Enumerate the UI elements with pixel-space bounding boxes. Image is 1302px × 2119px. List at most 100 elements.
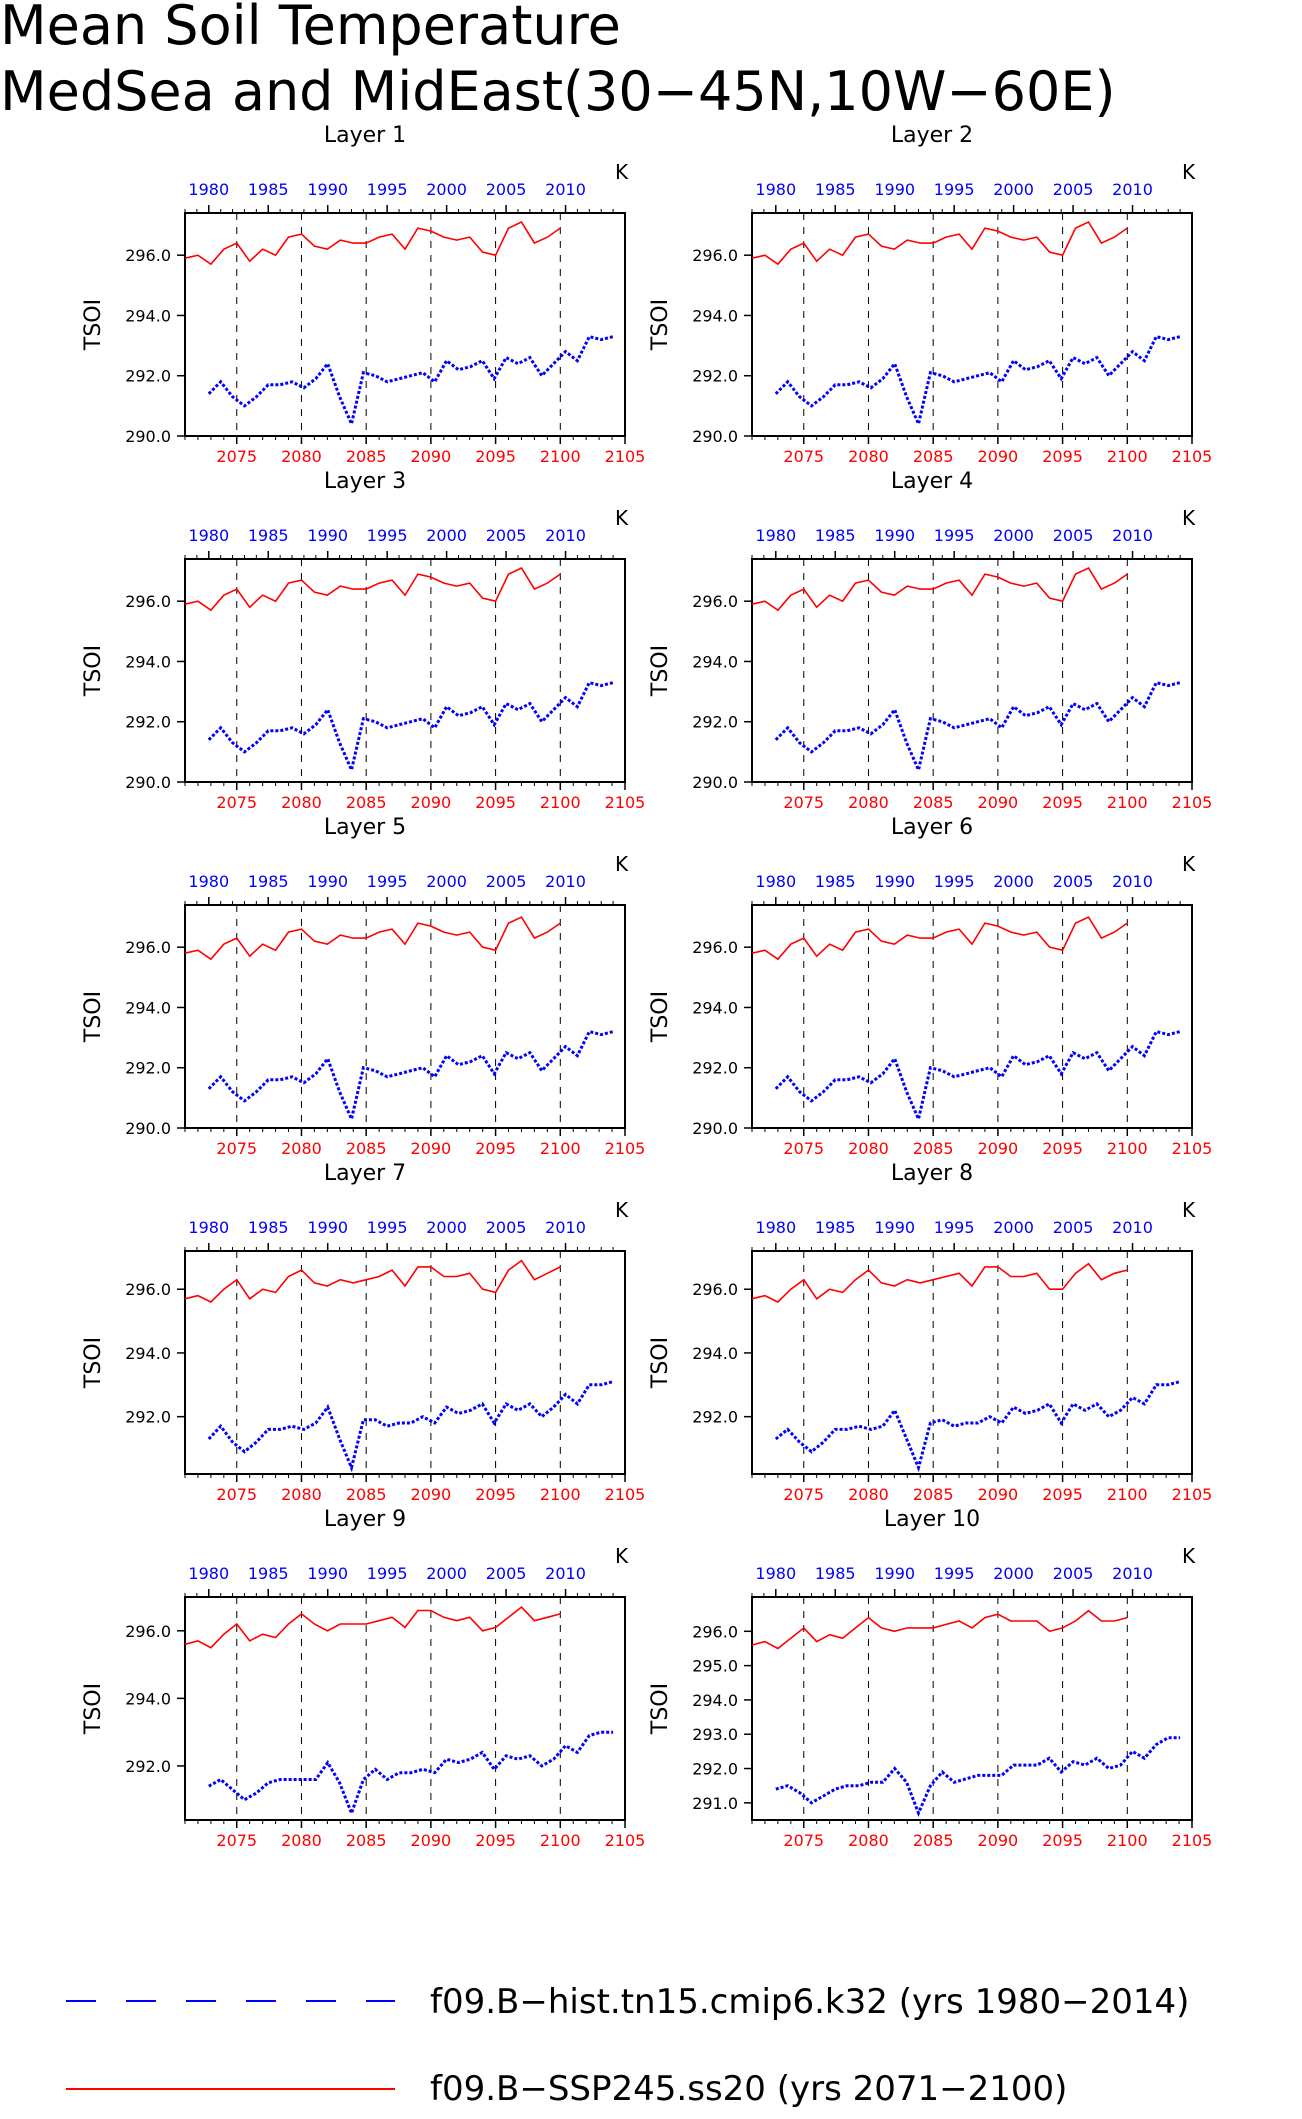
bottom-tick-label: 2075 <box>216 447 257 466</box>
bottom-tick-label: 2105 <box>1172 1831 1213 1850</box>
series-hist-line <box>775 1736 1181 1818</box>
bottom-tick-label: 2075 <box>216 1485 257 1504</box>
panel-title: Layer 3 <box>324 469 406 494</box>
series-hist-line <box>207 1380 614 1473</box>
bottom-tick-label: 2085 <box>346 1139 387 1158</box>
series-ssp-line <box>184 1259 561 1303</box>
top-tick-label: 1995 <box>934 180 975 199</box>
top-tick-label: 2000 <box>993 526 1034 545</box>
bottom-tick-label: 2080 <box>281 1139 322 1158</box>
y-tick-label: 294.0 <box>692 998 738 1017</box>
top-tick-label: 1985 <box>815 526 856 545</box>
top-tick-label: 2000 <box>426 526 467 545</box>
bottom-tick-label: 2100 <box>1107 447 1148 466</box>
unit-label: K <box>1182 1198 1196 1222</box>
top-tick-label: 2005 <box>1053 1564 1094 1583</box>
bottom-tick-label: 2100 <box>1107 1139 1148 1158</box>
y-tick-label: 290.0 <box>125 773 171 792</box>
top-tick-label: 2000 <box>426 180 467 199</box>
y-tick-label: 290.0 <box>125 1119 171 1138</box>
bottom-tick-label: 2095 <box>1042 1831 1083 1850</box>
y-axis-label: TSOI <box>648 991 673 1043</box>
series-ssp-line <box>184 916 561 961</box>
unit-label: K <box>615 160 629 184</box>
series-hist-line <box>207 334 614 429</box>
y-axis-label: TSOI <box>648 645 673 697</box>
panel-title: Layer 2 <box>891 123 973 148</box>
bottom-tick-label: 2095 <box>475 1139 516 1158</box>
top-tick-label: 1985 <box>815 872 856 891</box>
bottom-tick-label: 2090 <box>978 1139 1019 1158</box>
y-tick-label: 296.0 <box>125 938 171 957</box>
plot-frame <box>184 558 626 783</box>
top-tick-label: 1980 <box>188 1218 229 1237</box>
y-tick-label: 292.0 <box>125 1757 171 1776</box>
y-axis-label: TSOI <box>81 299 106 351</box>
y-tick-label: 292.0 <box>692 367 738 386</box>
top-tick-label: 2010 <box>1112 1218 1153 1237</box>
top-tick-label: 2010 <box>545 1564 586 1583</box>
y-tick-label: 292.0 <box>125 1059 171 1078</box>
bottom-tick-label: 2085 <box>346 447 387 466</box>
series-hist-line <box>207 680 614 775</box>
top-tick-label: 2000 <box>993 180 1034 199</box>
bottom-tick-label: 2075 <box>216 1139 257 1158</box>
top-tick-label: 2005 <box>1053 526 1094 545</box>
y-tick-label: 292.0 <box>692 713 738 732</box>
figure-title-line-1: Mean Soil Temperature <box>0 0 621 57</box>
y-tick-label: 295.0 <box>692 1657 738 1676</box>
plot-frame <box>751 558 1193 783</box>
y-tick-label: 294.0 <box>125 1344 171 1363</box>
figure-title-line-2: MedSea and MidEast(30−45N,10W−60E) <box>0 60 1116 123</box>
bottom-tick-label: 2080 <box>281 1831 322 1850</box>
top-tick-label: 1980 <box>188 872 229 891</box>
legend: f09.B−hist.tn15.cmip6.k32 (yrs 1980−2014… <box>66 1982 1189 2109</box>
y-tick-label: 290.0 <box>125 427 171 446</box>
top-tick-label: 2000 <box>426 872 467 891</box>
bottom-tick-label: 2075 <box>783 1831 824 1850</box>
bottom-tick-label: 2085 <box>913 1831 954 1850</box>
y-tick-label: 293.0 <box>692 1725 738 1744</box>
plot-frame <box>184 1250 626 1475</box>
top-tick-label: 1995 <box>367 526 408 545</box>
top-tick-label: 1995 <box>367 1218 408 1237</box>
bottom-tick-label: 2105 <box>1172 793 1213 812</box>
top-tick-label: 1995 <box>367 180 408 199</box>
series-hist-line <box>208 1730 614 1818</box>
y-tick-label: 290.0 <box>692 427 738 446</box>
y-tick-label: 292.0 <box>125 367 171 386</box>
y-tick-label: 292.0 <box>125 1408 171 1427</box>
panel-title: Layer 7 <box>324 1161 406 1186</box>
series-hist-line <box>774 1029 1181 1124</box>
panel-8: Layer 8 K 1980 1985 1990 1995 2000 2005 2010 2075… <box>648 1161 1212 1504</box>
bottom-tick-label: 2090 <box>411 1139 452 1158</box>
bottom-tick-label: 2105 <box>605 1831 646 1850</box>
bottom-tick-label: 2095 <box>1042 793 1083 812</box>
bottom-tick-label: 2095 <box>475 1485 516 1504</box>
top-tick-label: 1995 <box>934 872 975 891</box>
bottom-tick-label: 2080 <box>848 793 889 812</box>
top-tick-label: 2010 <box>1112 1564 1153 1583</box>
top-tick-label: 2005 <box>486 526 527 545</box>
top-tick-label: 2005 <box>486 180 527 199</box>
top-tick-label: 2000 <box>993 1564 1034 1583</box>
legend-label-ssp: f09.B−SSP245.ss20 (yrs 2071−2100) <box>430 2069 1067 2109</box>
top-tick-label: 2005 <box>486 872 527 891</box>
top-tick-label: 2000 <box>993 1218 1034 1237</box>
panel-title: Layer 8 <box>891 1161 973 1186</box>
top-tick-label: 1995 <box>934 1218 975 1237</box>
bottom-tick-label: 2095 <box>1042 1139 1083 1158</box>
top-tick-label: 1985 <box>248 1564 289 1583</box>
panel-1: Layer 1 K 1980 1985 1990 1995 2000 2005 2010 2075… <box>81 123 645 466</box>
y-tick-label: 296.0 <box>692 1280 738 1299</box>
unit-label: K <box>615 852 629 876</box>
series-ssp-line <box>184 220 561 266</box>
y-tick-label: 296.0 <box>125 592 171 611</box>
bottom-tick-label: 2105 <box>1172 1485 1213 1504</box>
top-tick-label: 1995 <box>367 872 408 891</box>
top-tick-label: 2010 <box>545 1218 586 1237</box>
top-tick-label: 2010 <box>545 526 586 545</box>
y-tick-label: 296.0 <box>125 246 171 265</box>
top-tick-label: 1990 <box>874 872 915 891</box>
top-tick-label: 2000 <box>426 1218 467 1237</box>
